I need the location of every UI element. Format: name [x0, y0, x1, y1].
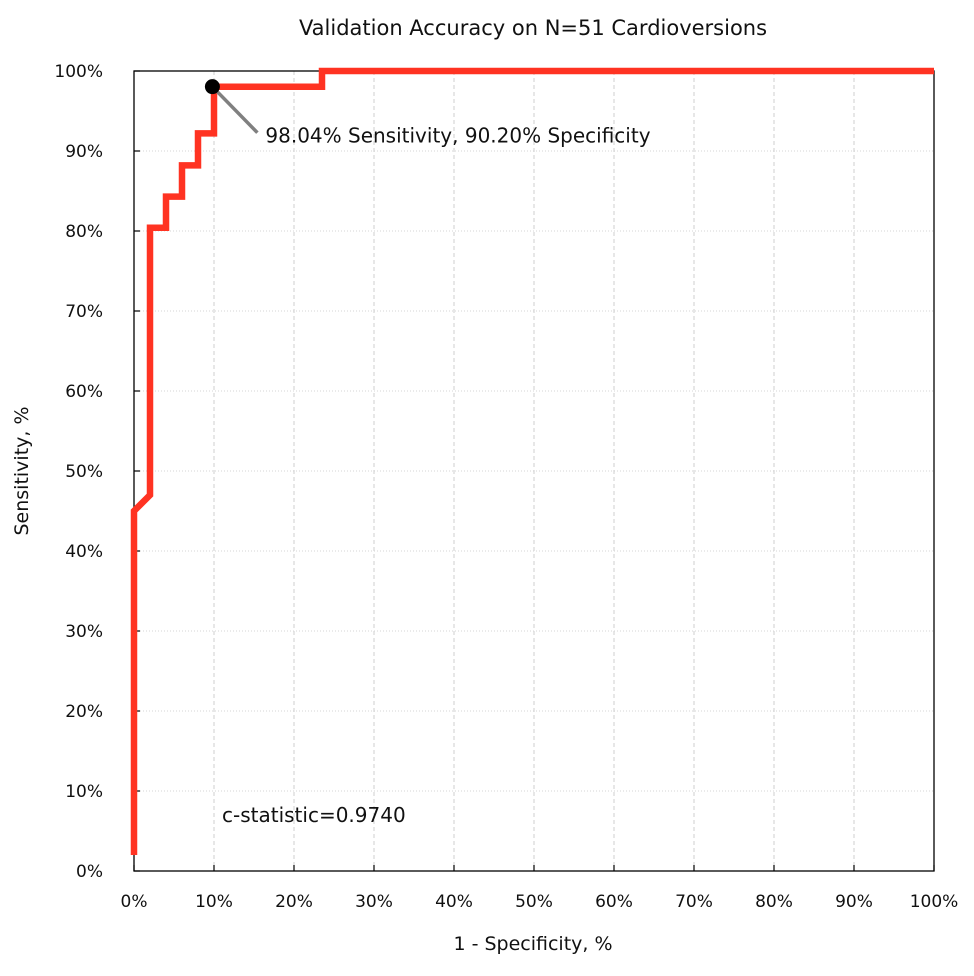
highlight-leader-line	[211, 85, 259, 134]
c-statistic-annotation: c-statistic=0.9740	[222, 803, 406, 827]
x-tick-label: 60%	[595, 892, 633, 912]
x-tick-label: 20%	[275, 892, 313, 912]
y-tick-label: 0%	[76, 862, 103, 882]
y-tick-label: 60%	[65, 382, 103, 402]
x-tick-label: 0%	[121, 892, 148, 912]
chart-title: Validation Accuracy on N=51 Cardioversio…	[299, 16, 767, 40]
x-tick-label: 10%	[195, 892, 233, 912]
highlight-layer: 98.04% Sensitivity, 90.20% Specificity	[204, 79, 651, 148]
y-tick-label: 40%	[65, 542, 103, 562]
x-tick-label: 100%	[910, 892, 959, 912]
gridlines	[134, 71, 934, 871]
x-tick-label: 40%	[435, 892, 473, 912]
x-tick-label: 70%	[675, 892, 713, 912]
y-tick-label: 30%	[65, 622, 103, 642]
x-axis-ticks: 0% 10% 20% 30% 40% 50% 60% 70% 80% 90% 100%	[121, 865, 959, 912]
y-tick-label: 20%	[65, 702, 103, 722]
y-tick-label: 90%	[65, 142, 103, 162]
x-tick-label: 30%	[355, 892, 393, 912]
highlight-point-label: 98.04% Sensitivity, 90.20% Specificity	[265, 124, 650, 148]
y-tick-label: 70%	[65, 302, 103, 322]
x-tick-label: 80%	[755, 892, 793, 912]
y-tick-label: 50%	[65, 462, 103, 482]
y-tick-label: 100%	[54, 62, 103, 82]
y-axis-label: Sensitivity, %	[11, 406, 33, 535]
roc-curve-line	[130, 67, 934, 855]
x-axis-label: 1 - Specificity, %	[453, 933, 612, 955]
x-tick-label: 90%	[835, 892, 873, 912]
y-tick-label: 10%	[65, 782, 103, 802]
y-tick-label: 80%	[65, 222, 103, 242]
y-axis-ticks: 0% 10% 20% 30% 40% 50% 60% 70% 80% 90% 100%	[54, 62, 140, 882]
x-tick-label: 50%	[515, 892, 553, 912]
series-layer	[130, 67, 934, 855]
highlight-point-marker	[204, 79, 220, 95]
